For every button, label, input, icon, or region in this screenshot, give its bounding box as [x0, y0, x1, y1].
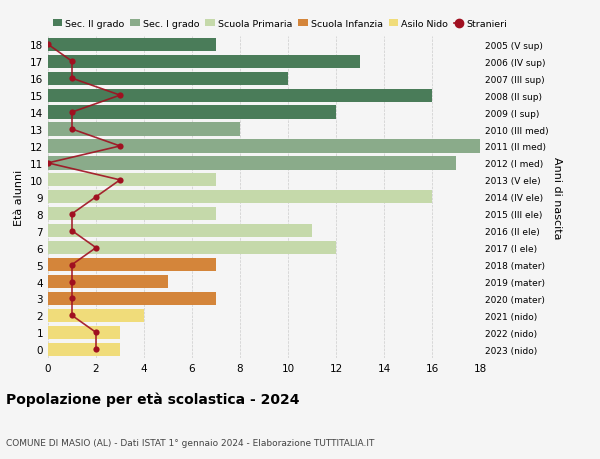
Point — [115, 143, 125, 150]
Point — [67, 261, 77, 269]
Point — [91, 346, 101, 353]
Bar — [48, 140, 480, 153]
Y-axis label: Età alunni: Età alunni — [14, 169, 25, 225]
Bar — [48, 207, 216, 221]
Text: COMUNE DI MASIO (AL) - Dati ISTAT 1° gennaio 2024 - Elaborazione TUTTITALIA.IT: COMUNE DI MASIO (AL) - Dati ISTAT 1° gen… — [6, 438, 374, 448]
Bar — [48, 224, 312, 238]
Point — [67, 278, 77, 285]
Bar — [48, 292, 216, 305]
Bar — [48, 326, 120, 339]
Bar — [48, 174, 216, 187]
Bar — [48, 275, 168, 289]
Point — [43, 41, 53, 49]
Bar — [48, 157, 456, 170]
Bar — [48, 123, 240, 136]
Point — [43, 160, 53, 167]
Point — [67, 126, 77, 134]
Text: Popolazione per età scolastica - 2024: Popolazione per età scolastica - 2024 — [6, 392, 299, 406]
Point — [91, 329, 101, 336]
Bar — [48, 258, 216, 272]
Point — [67, 58, 77, 66]
Bar — [48, 343, 120, 356]
Bar — [48, 191, 432, 204]
Legend: Sec. II grado, Sec. I grado, Scuola Primaria, Scuola Infanzia, Asilo Nido, Stran: Sec. II grado, Sec. I grado, Scuola Prim… — [53, 20, 508, 29]
Point — [67, 211, 77, 218]
Point — [91, 194, 101, 201]
Bar — [48, 39, 216, 52]
Bar — [48, 106, 336, 119]
Y-axis label: Anni di nascita: Anni di nascita — [553, 156, 562, 239]
Point — [91, 245, 101, 252]
Point — [67, 228, 77, 235]
Bar — [48, 309, 144, 322]
Bar — [48, 56, 360, 69]
Point — [67, 312, 77, 319]
Point — [67, 75, 77, 83]
Point — [115, 177, 125, 184]
Point — [67, 295, 77, 302]
Bar — [48, 90, 432, 102]
Point — [67, 109, 77, 117]
Point — [115, 92, 125, 100]
Bar — [48, 241, 336, 255]
Bar — [48, 73, 288, 85]
